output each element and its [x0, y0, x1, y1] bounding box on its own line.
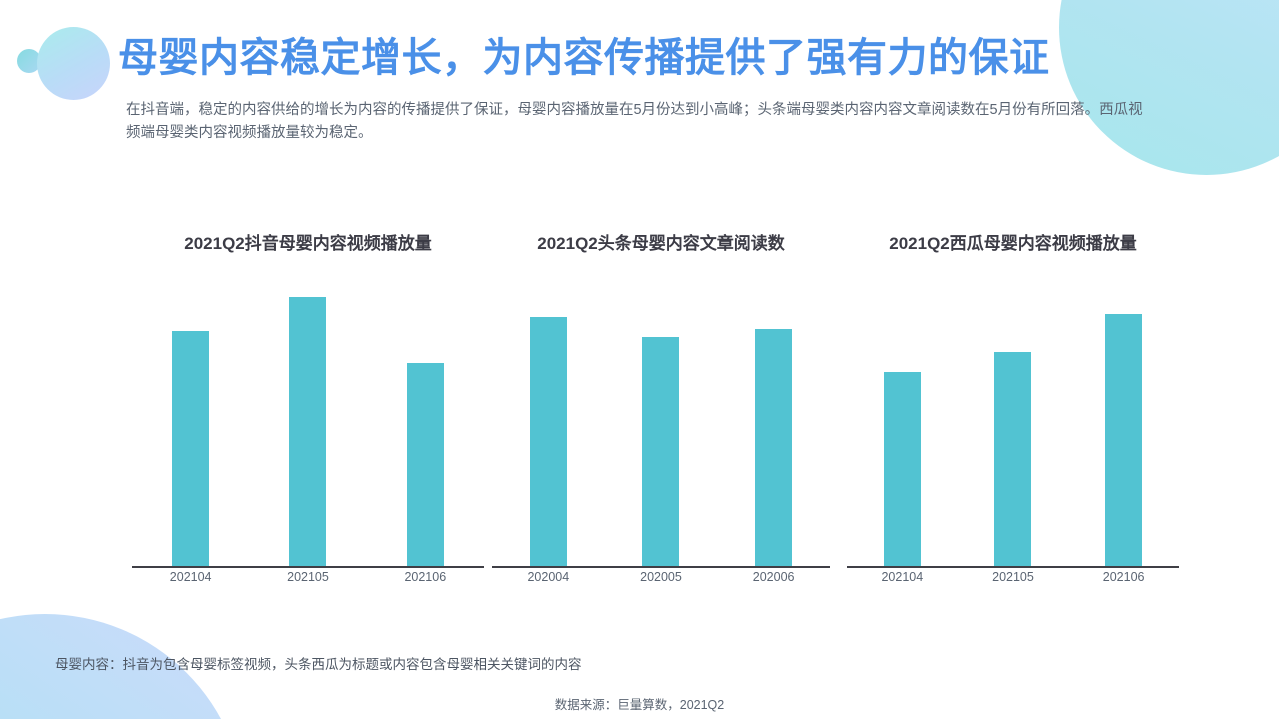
chart-plot-area	[492, 280, 830, 568]
page-subtitle: 在抖音端，稳定的内容供给的增长为内容的传播提供了保证，母婴内容播放量在5月份达到…	[126, 102, 1143, 142]
data-source: 数据来源：巨量算数，2021Q2	[554, 698, 725, 712]
chart-plot-area	[847, 280, 1179, 568]
x-axis-label: 202105	[992, 570, 1034, 584]
bar-slot	[249, 280, 366, 566]
x-axis-label: 202104	[169, 570, 212, 584]
chart-plot-area	[132, 280, 484, 568]
bar	[994, 351, 1032, 566]
bar	[529, 317, 567, 566]
chart-x-axis-labels: 202104 202105 202106	[132, 570, 484, 584]
bar-slot	[367, 280, 484, 566]
chart-x-axis-labels: 202104 202105 202106	[847, 570, 1179, 584]
x-axis-label: 202105	[287, 570, 329, 584]
page-title: 母婴内容稳定增长，为内容传播提供了强有力的保证	[118, 36, 1050, 80]
bar-slot	[132, 280, 249, 566]
x-axis-label: 202004	[527, 570, 570, 584]
x-axis-label: 202106	[1102, 570, 1145, 584]
x-axis-label: 202104	[881, 570, 924, 584]
footnote: 母婴内容：抖音为包含母婴标签视频，头条西瓜为标题或内容包含母婴相关关键词的内容	[55, 657, 582, 672]
decorative-circle-large-top-left	[37, 27, 110, 100]
chart-title: 2021Q2西瓜母婴内容视频播放量	[889, 234, 1137, 253]
x-axis-label: 202005	[640, 570, 682, 584]
chart-title: 2021Q2头条母婴内容文章阅读数	[537, 234, 785, 253]
bar	[755, 328, 793, 566]
chart-panel-xigua: 2021Q2西瓜母婴内容视频播放量 202104 202105 202106	[847, 234, 1179, 594]
decorative-circle-small-top-left	[17, 49, 41, 73]
bar	[642, 337, 680, 566]
bar	[883, 371, 921, 566]
charts-row: 2021Q2抖音母婴内容视频播放量 202104 202105 202106 2…	[0, 234, 1279, 594]
bar-slot	[958, 280, 1069, 566]
bar	[406, 362, 444, 566]
chart-panel-douyin: 2021Q2抖音母婴内容视频播放量 202104 202105 202106	[132, 234, 484, 594]
chart-x-axis-labels: 202004 202005 202006	[492, 570, 830, 584]
bar	[172, 331, 210, 566]
bar-slot	[492, 280, 605, 566]
bar-slot	[717, 280, 830, 566]
bar-slot	[605, 280, 718, 566]
chart-title: 2021Q2抖音母婴内容视频播放量	[184, 234, 432, 253]
x-axis-label: 202106	[404, 570, 447, 584]
decorative-circle-top-right	[1059, 0, 1279, 175]
bar-slot	[1068, 280, 1179, 566]
bar	[289, 297, 327, 566]
bar-slot	[847, 280, 958, 566]
bar	[1105, 314, 1143, 566]
x-axis-label: 202006	[752, 570, 795, 584]
chart-panel-toutiao: 2021Q2头条母婴内容文章阅读数 202004 202005 202006	[492, 234, 830, 594]
